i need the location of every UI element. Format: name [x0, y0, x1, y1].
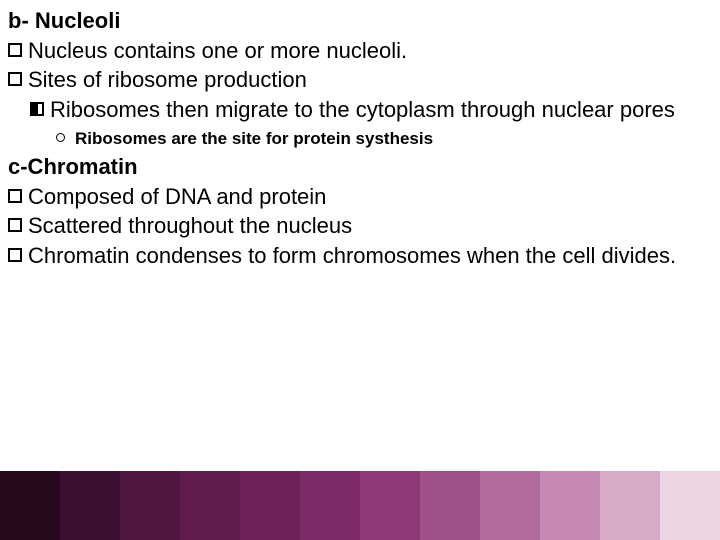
circle-bullet-text: Ribosomes are the site for protein systh…	[75, 125, 433, 152]
color-segment	[360, 471, 420, 540]
color-segment	[300, 471, 360, 540]
slide-content: b- Nucleoli Nucleus contains one or more…	[0, 0, 720, 271]
color-segment	[660, 471, 720, 540]
sub-ribosomes-prefix: Ribosomes	[50, 97, 166, 122]
bullet-sites-rest: of ribosome production	[83, 67, 307, 92]
color-segment	[420, 471, 480, 540]
square-bullet-icon	[8, 43, 22, 57]
color-segment	[120, 471, 180, 540]
color-segment	[480, 471, 540, 540]
bullet-chromatin: Chromatin condenses to form chromosomes …	[8, 241, 712, 271]
sub-ribosomes-rest: then migrate to the cytoplasm through nu…	[166, 97, 675, 122]
bullet-sites-prefix: Sites	[28, 67, 83, 92]
bullet-sites: Sites of ribosome production	[8, 65, 712, 95]
bullet-composed-prefix: Composed	[28, 184, 141, 209]
color-segment	[0, 471, 60, 540]
square-bullet-icon	[8, 218, 22, 232]
circle-bullet-icon	[56, 133, 65, 142]
square-bullet-icon	[8, 248, 22, 262]
bullet-chromatin-mid: condenses to form	[136, 243, 323, 268]
bullet-scattered-prefix: Scattered	[28, 213, 128, 238]
bullet-chromatin-rest: chromosomes when the cell divides.	[323, 243, 676, 268]
filled-square-bullet-icon	[30, 102, 44, 116]
bullet-nucleus-rest: contains one or more nucleoli.	[114, 38, 408, 63]
color-segment	[180, 471, 240, 540]
bullet-chromatin-prefix: Chromatin	[28, 243, 136, 268]
bullet-nucleus-prefix: Nucleus	[28, 38, 114, 63]
color-segment	[60, 471, 120, 540]
sub-bullet-ribosomes: Ribosomes then migrate to the cytoplasm …	[30, 95, 712, 125]
color-segment	[600, 471, 660, 540]
bullet-scattered-rest: throughout the nucleus	[128, 213, 352, 238]
bullet-composed-rest: of DNA and protein	[141, 184, 327, 209]
section-b-heading: b- Nucleoli	[8, 6, 712, 36]
section-c-heading: c-Chromatin	[8, 152, 712, 182]
bullet-scattered: Scattered throughout the nucleus	[8, 211, 712, 241]
square-bullet-icon	[8, 189, 22, 203]
color-segment	[240, 471, 300, 540]
decorative-color-strip	[0, 471, 720, 540]
color-segment	[540, 471, 600, 540]
bullet-composed: Composed of DNA and protein	[8, 182, 712, 212]
bullet-nucleus: Nucleus contains one or more nucleoli.	[8, 36, 712, 66]
circle-bullet-protein: Ribosomes are the site for protein systh…	[56, 125, 712, 152]
square-bullet-icon	[8, 72, 22, 86]
